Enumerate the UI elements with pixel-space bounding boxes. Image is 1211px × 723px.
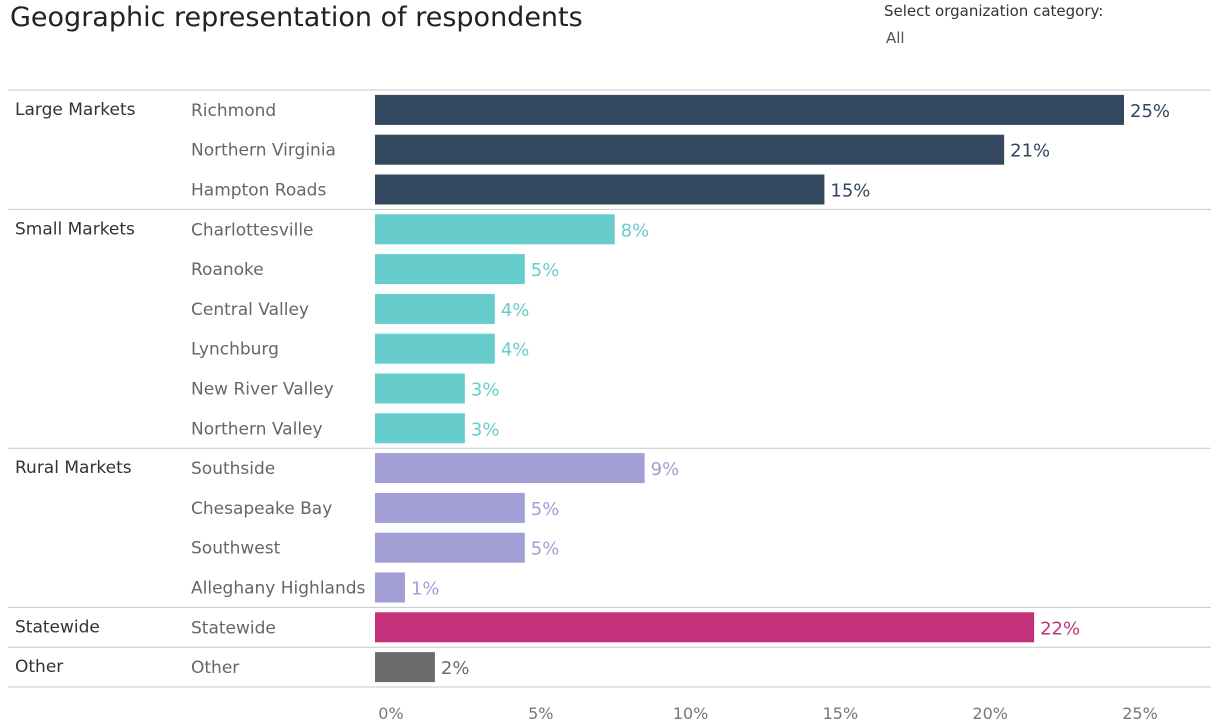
group-label: Large Markets — [15, 100, 136, 120]
organization-category-filter[interactable]: All — [886, 29, 905, 47]
bar — [375, 612, 1035, 643]
bar — [375, 652, 435, 683]
category-label: Southside — [191, 459, 275, 479]
data-label: 25% — [1130, 101, 1170, 122]
category-label: Northern Virginia — [191, 141, 336, 161]
category-label: Other — [191, 658, 239, 678]
category-label: Northern Valley — [191, 419, 323, 439]
category-label: Hampton Roads — [191, 181, 326, 201]
filter-label: Select organization category: — [884, 2, 1104, 20]
category-label: Charlottesville — [191, 220, 314, 240]
bar — [375, 333, 495, 364]
category-label: Statewide — [191, 618, 276, 638]
data-label: 22% — [1040, 618, 1080, 639]
x-tick-label: 10% — [673, 704, 709, 723]
data-label: 5% — [531, 539, 560, 560]
bar — [375, 492, 525, 523]
bar — [375, 94, 1124, 125]
data-label: 4% — [501, 340, 530, 361]
group-label: Other — [15, 657, 63, 677]
data-label: 9% — [651, 459, 680, 480]
x-tick-label: 15% — [823, 704, 859, 723]
bar — [375, 572, 405, 603]
category-label: New River Valley — [191, 380, 334, 400]
category-label: Alleghany Highlands — [191, 579, 366, 599]
data-label: 4% — [501, 300, 530, 321]
data-label: 5% — [531, 260, 560, 281]
bar — [375, 134, 1005, 165]
data-label: 1% — [411, 579, 440, 600]
bar — [375, 413, 465, 444]
group-label: Rural Markets — [15, 458, 132, 478]
category-label: Southwest — [191, 539, 281, 559]
x-tick-label: 25% — [1122, 704, 1158, 723]
category-label: Central Valley — [191, 300, 309, 320]
bar — [375, 453, 645, 484]
bar — [375, 532, 525, 563]
category-label: Lynchburg — [191, 340, 279, 360]
bar — [375, 293, 495, 324]
x-tick-label: 0% — [378, 704, 403, 723]
data-label: 2% — [441, 658, 470, 679]
group-label: Statewide — [15, 617, 100, 637]
x-tick-label: 20% — [972, 704, 1008, 723]
data-label: 8% — [621, 220, 650, 241]
data-label: 21% — [1010, 141, 1050, 162]
bar — [375, 254, 525, 285]
bar — [375, 174, 825, 205]
category-label: Richmond — [191, 101, 276, 121]
bar — [375, 373, 465, 404]
group-label: Small Markets — [15, 219, 135, 239]
category-label: Roanoke — [191, 260, 264, 280]
category-label: Chesapeake Bay — [191, 499, 332, 519]
data-label: 3% — [471, 380, 500, 401]
data-label: 5% — [531, 499, 560, 520]
page-title: Geographic representation of respondents — [10, 2, 583, 33]
data-label: 3% — [471, 419, 500, 440]
bar — [375, 214, 615, 245]
x-tick-label: 5% — [528, 704, 553, 723]
data-label: 15% — [830, 181, 870, 202]
